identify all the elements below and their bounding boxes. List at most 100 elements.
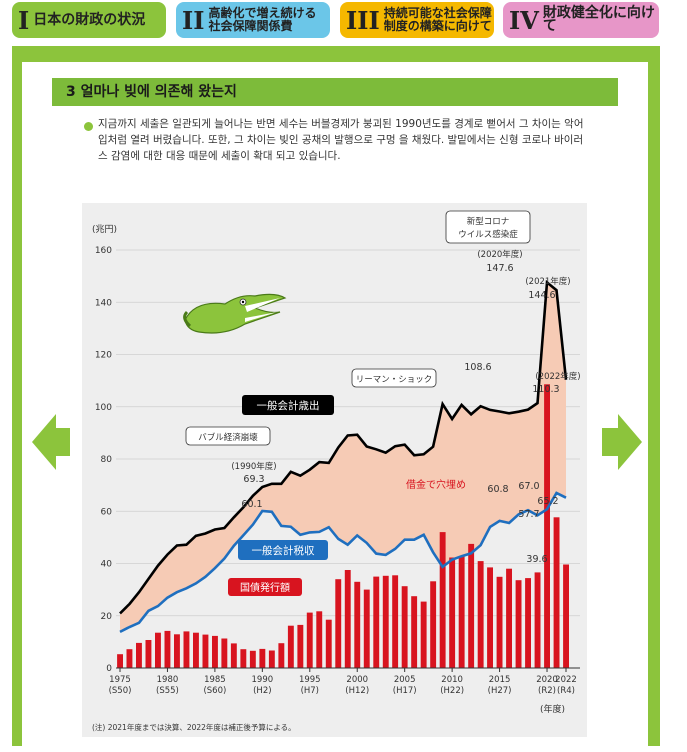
bond-bar	[420, 601, 427, 668]
bullet-icon	[84, 122, 93, 131]
y-tick-label: 100	[95, 403, 112, 413]
annotation-2021-tax: 67.0	[518, 481, 539, 492]
bond-bar	[316, 611, 323, 668]
tab-sustainable-social-security[interactable]: III 持続可能な社会保障 制度の構築に向けて	[340, 2, 494, 38]
bond-bar	[306, 612, 313, 668]
gap-area	[120, 282, 566, 632]
x-tick-sublabel: (R2)	[538, 686, 556, 696]
y-tick-label: 80	[101, 455, 113, 465]
y-tick-label: 0	[106, 664, 112, 674]
bond-bar	[155, 632, 161, 668]
prev-arrow-icon[interactable]	[32, 414, 56, 470]
y-tick-label: 120	[95, 351, 112, 361]
next-arrow-icon[interactable]	[618, 414, 642, 470]
tab-label-line2: 制度の構築に向けて	[383, 19, 492, 33]
annotation-2020-tax: 60.8	[487, 484, 508, 495]
chart-axes: 0 20 40 60 80 100 120 140 160 1975(S50) 1980(S55) 1…	[95, 246, 580, 696]
bond-bar	[202, 634, 209, 668]
bond-bar	[174, 634, 180, 668]
bond-bar	[496, 576, 503, 668]
x-tick-sublabel: (S60)	[203, 686, 226, 696]
x-tick-label: 1990	[252, 675, 274, 685]
bond-bar	[221, 638, 228, 668]
svg-text:バブル経済崩壊: バブル経済崩壊	[198, 432, 258, 443]
crocodile-icon	[183, 293, 287, 334]
expenditure-line	[119, 279, 568, 615]
bond-bar	[259, 648, 266, 668]
bond-bar	[392, 575, 399, 668]
x-tick-label: 1985	[204, 675, 226, 685]
expenditure-label: 一般会計歳出	[242, 395, 334, 415]
x-tick-sublabel: (H17)	[393, 686, 417, 696]
tab-fiscal-consolidation[interactable]: IV 財政健全化に向けて	[503, 2, 659, 38]
x-tick-label: 2020	[536, 675, 558, 685]
annotation-2021-year: (2021年度)	[525, 276, 570, 287]
bond-bar	[287, 625, 294, 668]
chart-note: (注) 2021年度までは決算、2022年度は補正後予算による。	[92, 722, 296, 732]
x-axis-label: (年度)	[540, 703, 565, 715]
bond-bar	[126, 649, 133, 668]
bond-bar	[117, 654, 123, 668]
annotation-1990-year: (1990年度)	[231, 461, 276, 472]
bond-bar	[136, 642, 142, 668]
unit-label: (兆円)	[92, 224, 117, 235]
next-arrow-shaft[interactable]	[602, 428, 618, 456]
x-tick-sublabel: (R4)	[557, 686, 575, 696]
y-tick-label: 60	[101, 507, 113, 517]
x-tick-sublabel: (S50)	[109, 686, 132, 696]
svg-text:一般会計税収: 一般会計税収	[252, 544, 315, 557]
x-tick-label: 2005	[394, 675, 416, 685]
bubble-callout: バブル経済崩壊	[185, 426, 271, 446]
intro-text: 지금까지 세출은 일관되게 늘어나는 반면 세수는 버블경제가 붕괴된 1990…	[98, 118, 584, 162]
bond-bar	[430, 581, 437, 668]
x-tick-label: 1980	[157, 675, 179, 685]
lehman-callout: リーマン・ショック	[351, 368, 437, 388]
bond-bar	[325, 619, 332, 668]
corona-callout: 新型コロナ ウイルス感染症	[445, 210, 531, 244]
x-tick-label: 1995	[299, 675, 321, 685]
gap-label: 借金で穴埋め	[406, 478, 466, 491]
svg-text:ウイルス感染症: ウイルス感染症	[458, 229, 518, 240]
tab-social-security-costs[interactable]: II 高齢化で増え続ける 社会保障関係費	[176, 2, 330, 38]
bond-bars	[117, 384, 569, 668]
tab-label: 日本の財政の状況	[33, 11, 146, 28]
bond-bar	[373, 576, 380, 668]
bond-bar	[544, 384, 550, 668]
annotation-2021-bond: 57.7	[518, 509, 539, 520]
x-tick-sublabel: (H27)	[488, 686, 512, 696]
y-tick-label: 40	[101, 560, 113, 570]
bond-bar	[468, 543, 475, 668]
svg-text:リーマン・ショック: リーマン・ショック	[356, 375, 433, 385]
tab-fiscal-status[interactable]: I 日本の財政の状況	[12, 2, 166, 38]
bond-bar	[515, 580, 522, 668]
annotation-2020-year: (2020年度)	[477, 249, 522, 260]
bond-bar	[411, 596, 418, 668]
svg-text:新型コロナ: 新型コロナ	[467, 216, 510, 227]
annotation-1990-tax: 60.1	[241, 499, 262, 510]
tab-label-line2: 社会保障関係費	[208, 19, 293, 33]
annotation-2022-value: 110.3	[532, 384, 559, 395]
bond-bar	[401, 586, 408, 668]
bond-bar	[382, 575, 389, 668]
bond-bar	[363, 589, 370, 668]
prev-arrow-shaft[interactable]	[54, 428, 70, 456]
bond-bar	[183, 631, 190, 668]
bond-label: 国債発行額	[228, 578, 302, 596]
annotation-2022-year: (2022年度)	[535, 371, 580, 382]
bond-bar	[344, 570, 351, 668]
annotation-2020-value: 147.6	[486, 263, 513, 274]
x-tick-sublabel: (H7)	[301, 686, 319, 696]
annotation-2022-bond: 39.6	[526, 554, 547, 565]
x-tick-label: 2000	[346, 675, 368, 685]
tab-number: I	[18, 5, 30, 35]
bond-bar	[145, 640, 152, 668]
bond-bar	[477, 561, 484, 668]
tab-label: 財政健全化に向けて	[542, 5, 655, 34]
x-tick-sublabel: (H22)	[440, 686, 464, 696]
bond-bar	[240, 649, 247, 668]
x-tick-sublabel: (H2)	[253, 686, 271, 696]
tab-label: 高齢化で増え続ける 社会保障関係費	[208, 7, 316, 33]
annotation-2021-value: 144.6	[528, 290, 555, 301]
bond-bar	[458, 556, 465, 668]
bond-bar	[335, 579, 342, 668]
